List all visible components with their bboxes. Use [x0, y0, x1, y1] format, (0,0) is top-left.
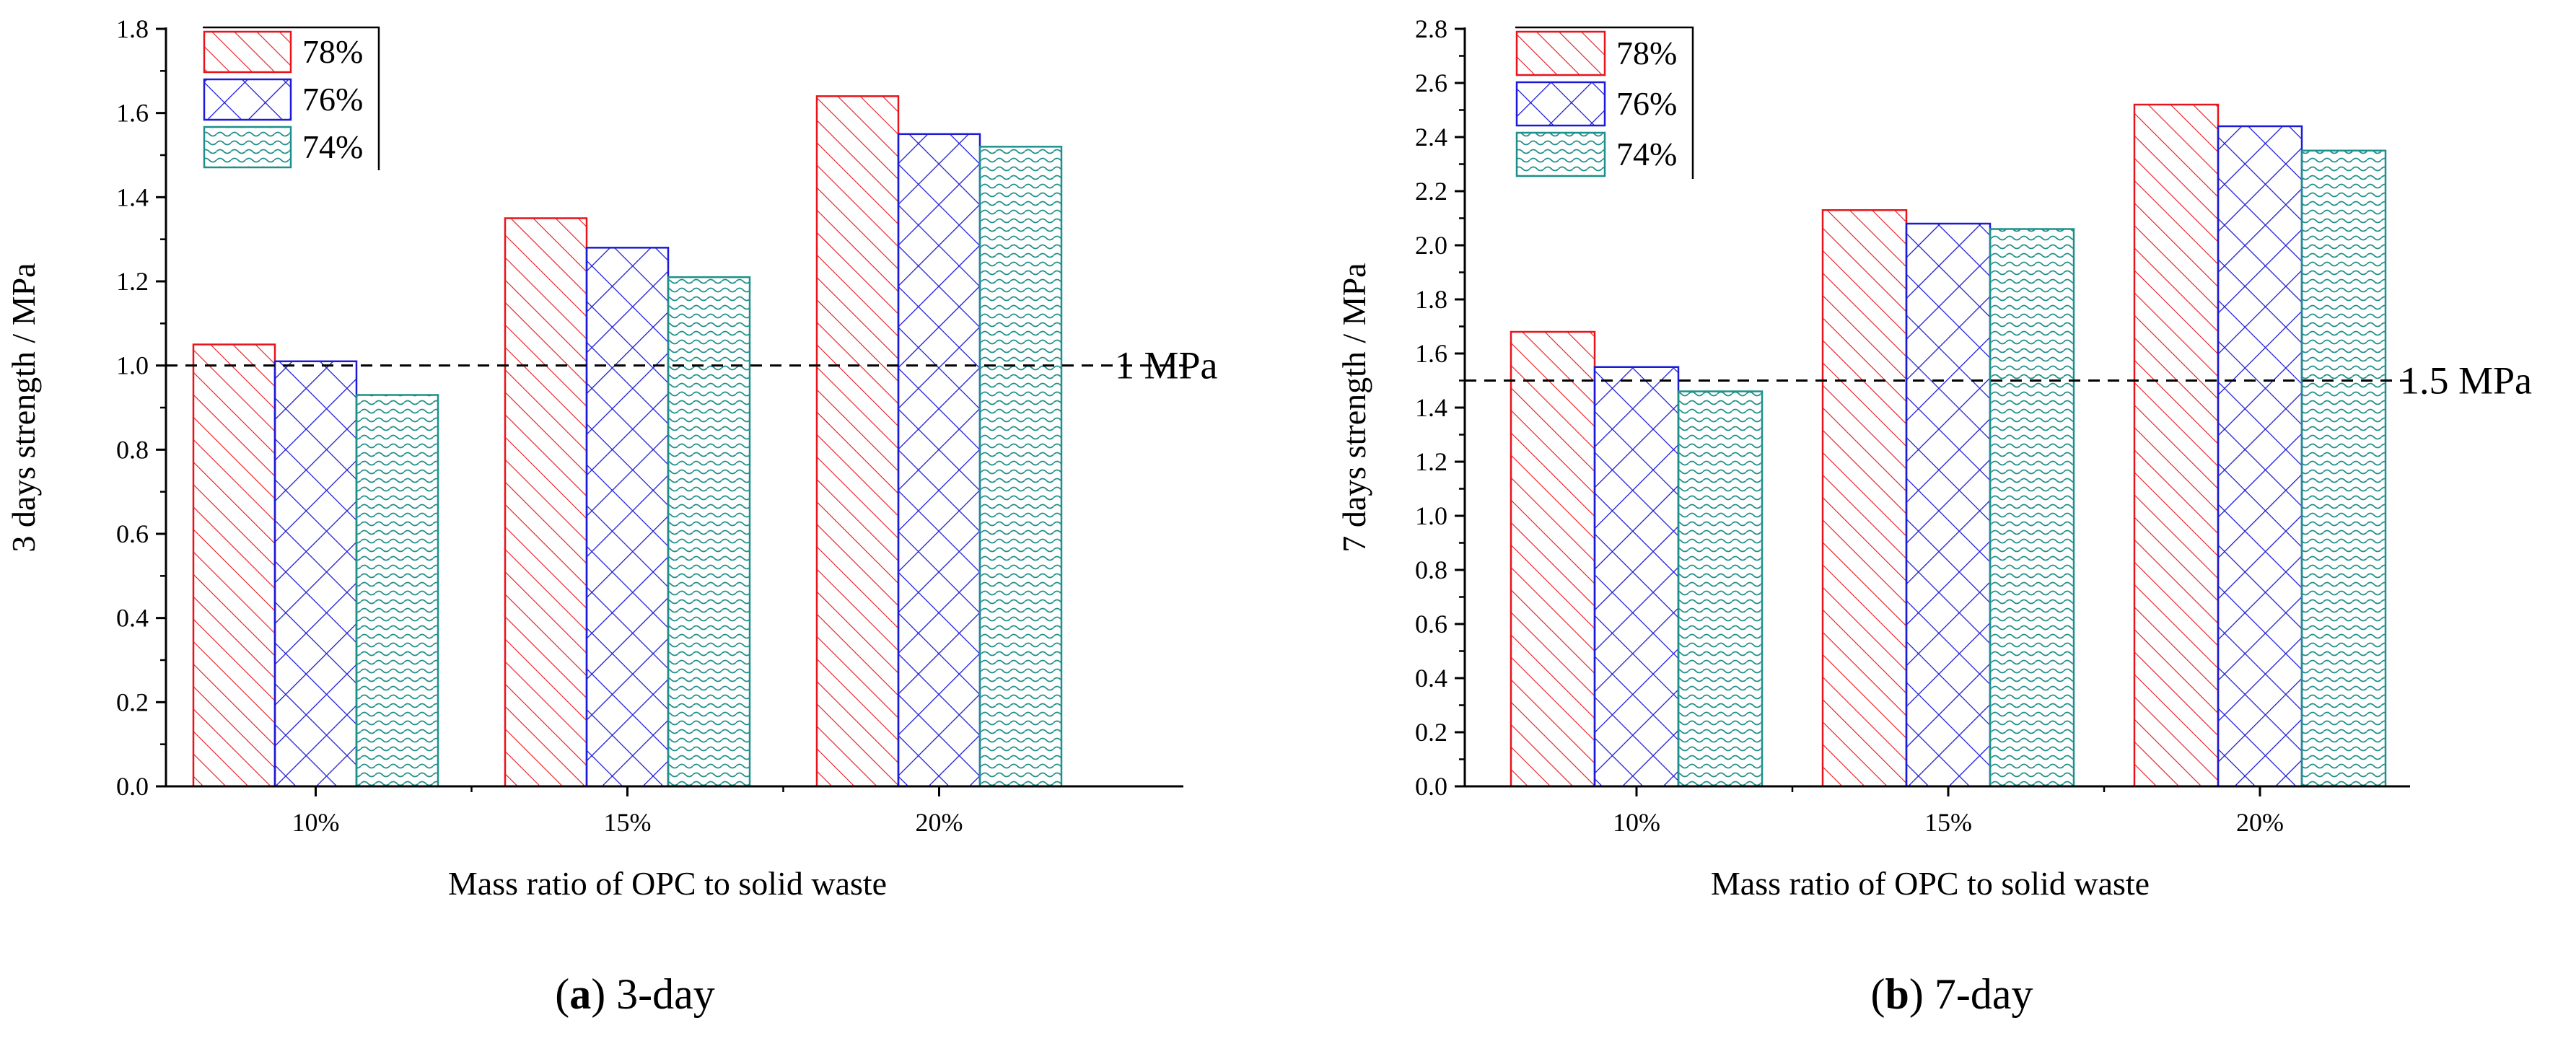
reference-line-label: 1.5 MPa — [2400, 359, 2532, 403]
y-tick-label: 2.6 — [1415, 69, 1447, 97]
bar-76%-20% — [897, 133, 981, 788]
reference-line-label: 1 MPa — [1115, 344, 1218, 387]
y-tick-label: 1.6 — [116, 99, 149, 128]
legend-label-74%: 74% — [302, 128, 363, 165]
y-tick-label: 1.4 — [1415, 393, 1447, 422]
bar-74%-15% — [1989, 228, 2075, 788]
y-tick-label: 2.8 — [1415, 14, 1447, 43]
bar-74%-20% — [978, 146, 1063, 788]
y-tick-label: 2.4 — [1415, 123, 1447, 151]
legend-swatch-76% — [1515, 81, 1606, 127]
y-tick-label: 0.6 — [1415, 610, 1447, 638]
y-tick-label: 2.0 — [1415, 231, 1447, 260]
x-tick-label: 10% — [292, 808, 340, 837]
bar-78%-20% — [2133, 103, 2220, 788]
y-tick-label: 2.2 — [1415, 177, 1447, 206]
bar-74%-10% — [355, 394, 439, 788]
x-tick-label: 20% — [2236, 808, 2284, 837]
legend: 78% 76% 74% — [203, 26, 380, 170]
caption-a-letter: a — [569, 970, 591, 1018]
bar-78%-10% — [1510, 330, 1596, 788]
bar-78%-10% — [192, 343, 276, 788]
y-tick-label: 0.0 — [116, 772, 149, 801]
y-axis-title: 7 days strength / MPa — [1336, 263, 1372, 552]
legend-swatch-74% — [203, 126, 292, 169]
y-tick-label: 1.2 — [1415, 447, 1447, 476]
y-axis-title: 3 days strength / MPa — [5, 263, 42, 552]
x-tick-label: 20% — [916, 808, 963, 837]
bar-76%-20% — [2217, 125, 2303, 788]
bar-74%-15% — [667, 276, 751, 788]
caption-a: (a) 3-day — [555, 970, 715, 1018]
y-tick-label: 1.4 — [116, 183, 149, 211]
y-tick-label: 1.6 — [1415, 339, 1447, 368]
chart-b-7-day: 1.5 MPa 0.0 0.2 0.4 0.6 0.8 1.0 1.2 1.4 1.6 1.8 2.0… — [1336, 14, 2532, 902]
x-tick-label: 10% — [1613, 808, 1660, 837]
x-axis-title: Mass ratio of OPC to solid waste — [448, 865, 887, 902]
x-tick-label: 15% — [1924, 808, 1972, 837]
y-tick-label: 0.6 — [116, 519, 149, 548]
legend-frame — [1515, 26, 1694, 179]
caption-b-text: 7-day — [1924, 970, 2033, 1018]
y-tick-label: 0.8 — [116, 435, 149, 464]
x-axis-title: Mass ratio of OPC to solid waste — [1711, 865, 2150, 902]
y-tick-label: 0.2 — [1415, 718, 1447, 747]
caption-a-text: 3-day — [605, 970, 715, 1018]
bar-76%-10% — [1593, 366, 1680, 788]
bar-74%-10% — [1677, 390, 1764, 788]
chart-a-3-day: 1 MPa 0.0 0.2 0.4 0.6 0.8 1.0 1.2 1.4 1.6 1.8 10% 15… — [5, 14, 1218, 902]
legend-label-74%: 74% — [1616, 136, 1677, 172]
bar-76%-15% — [1905, 222, 1992, 788]
legend-swatch-74% — [1515, 131, 1606, 177]
y-tick-label: 0.8 — [1415, 555, 1447, 584]
caption-b: (b) 7-day — [1871, 970, 2033, 1018]
x-tick-label: 15% — [604, 808, 652, 837]
y-tick-label: 1.8 — [1415, 285, 1447, 314]
legend-swatch-78% — [1515, 30, 1606, 76]
bar-78%-15% — [504, 217, 588, 788]
legend-swatch-76% — [203, 78, 292, 121]
y-tick-label: 0.2 — [116, 688, 149, 716]
y-tick-label: 0.4 — [116, 604, 149, 633]
y-tick-label: 1.8 — [116, 14, 149, 43]
bar-74%-20% — [2300, 149, 2387, 788]
bar-76%-15% — [585, 247, 670, 788]
caption-b-letter: b — [1885, 970, 1909, 1018]
legend-frame — [203, 26, 380, 170]
y-tick-label: 1.0 — [116, 351, 149, 380]
bar-78%-15% — [1821, 209, 1908, 788]
y-tick-label: 0.4 — [1415, 664, 1447, 693]
bar-78%-20% — [815, 95, 900, 788]
legend-label-78%: 78% — [302, 33, 363, 70]
y-tick-label: 0.0 — [1415, 772, 1447, 801]
legend-label-78%: 78% — [1616, 35, 1677, 71]
bar-76%-10% — [273, 360, 358, 788]
legend-label-76%: 76% — [302, 81, 363, 118]
legend: 78% 76% 74% — [1515, 26, 1694, 179]
y-tick-label: 1.2 — [116, 267, 149, 296]
y-tick-label: 1.0 — [1415, 501, 1447, 530]
legend-swatch-78% — [203, 30, 292, 74]
legend-label-76%: 76% — [1616, 85, 1677, 122]
